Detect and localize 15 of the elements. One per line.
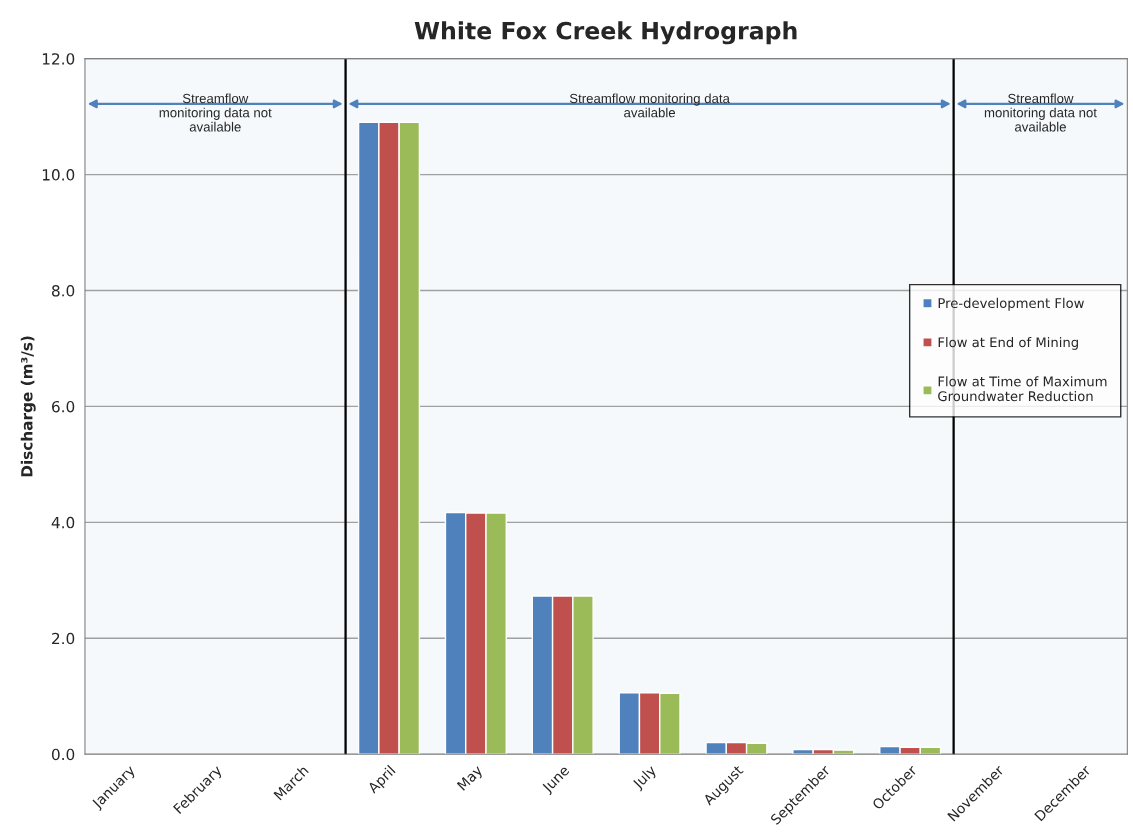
y-tick-label: 6.0 (52, 400, 75, 413)
legend-label: Pre-development Flow (938, 297, 1084, 311)
band-label: Streamflow monitoring data not available (159, 93, 272, 132)
legend-label: Flow at Time of Maximum Groundwater Reduction (938, 376, 1107, 402)
y-tick-label: 8.0 (51, 284, 75, 297)
y-tick-label: 0.0 (51, 748, 75, 761)
chart-title: White Fox Creek Hydrograph (414, 21, 797, 45)
y-tick-label: 2.0 (52, 632, 75, 645)
y-tick-label: 10.0 (42, 169, 75, 181)
legend-label: Flow at End of Mining (938, 337, 1078, 350)
y-axis-title: Discharge (m³/s) (20, 336, 36, 477)
band-label: Streamflow monitoring data available (569, 93, 730, 118)
band-label: Streamflow monitoring data not available (984, 93, 1097, 132)
y-tick-label: 12.0 (42, 53, 75, 65)
y-tick-label: 4.0 (51, 516, 75, 529)
